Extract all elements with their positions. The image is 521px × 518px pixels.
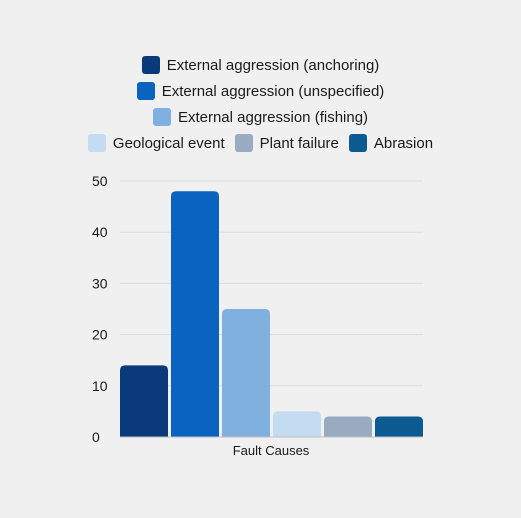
legend-label: External aggression (unspecified): [161, 82, 385, 100]
bar[interactable]: [273, 411, 321, 437]
bar[interactable]: [120, 365, 168, 437]
bar[interactable]: [324, 416, 372, 437]
chart-legend: External aggression (anchoring) External…: [0, 52, 521, 156]
legend-label: Abrasion: [373, 134, 434, 152]
legend-row-3: External aggression (fishing): [0, 104, 521, 130]
legend-swatch: [234, 134, 253, 152]
legend-swatch: [141, 56, 160, 74]
y-tick-label: 50: [92, 173, 108, 189]
legend-label: Geological event: [112, 134, 225, 152]
y-axis-ticks: 0 10 20 30 40 50: [92, 173, 108, 445]
bars: [120, 191, 423, 437]
bar[interactable]: [375, 416, 423, 437]
x-axis-label: Fault Causes: [233, 443, 310, 458]
legend-swatch: [87, 134, 106, 152]
legend-item-abrasion[interactable]: Abrasion: [348, 134, 434, 152]
legend-item-anchoring[interactable]: External aggression (anchoring): [141, 56, 380, 74]
gridlines: [120, 180, 423, 387]
legend-item-geological[interactable]: Geological event: [87, 134, 225, 152]
legend-row-2: External aggression (unspecified): [0, 78, 521, 104]
bar[interactable]: [222, 309, 270, 437]
legend-swatch: [348, 134, 367, 152]
y-tick-label: 30: [92, 275, 108, 291]
legend-row-4: Geological event Plant failure Abrasion: [0, 130, 521, 156]
legend-item-fishing[interactable]: External aggression (fishing): [152, 108, 369, 126]
y-tick-label: 40: [92, 224, 108, 240]
legend-label: Plant failure: [259, 134, 339, 152]
y-tick-label: 20: [92, 327, 108, 343]
legend-swatch: [136, 82, 155, 100]
legend-label: External aggression (fishing): [177, 108, 369, 126]
legend-label: External aggression (anchoring): [166, 56, 380, 74]
legend-row-1: External aggression (anchoring): [0, 52, 521, 78]
legend-item-plant-failure[interactable]: Plant failure: [234, 134, 339, 152]
bar[interactable]: [171, 191, 219, 437]
legend-swatch: [152, 108, 171, 126]
y-tick-label: 10: [92, 378, 108, 394]
y-tick-label: 0: [92, 429, 100, 445]
legend-item-unspecified[interactable]: External aggression (unspecified): [136, 82, 385, 100]
